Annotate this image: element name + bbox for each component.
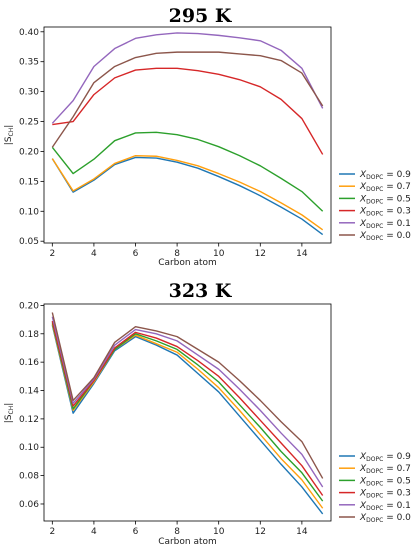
x-tick-label: 10 xyxy=(213,527,225,537)
legend-label: XDOPC = 0.1 xyxy=(359,501,411,512)
x-tick-label: 14 xyxy=(296,249,308,259)
y-tick-label: 0.20 xyxy=(19,147,39,157)
y-axis-ticks: 0.06 0.08 0.10 0.12 0.14 0.16 0.18 0.20 xyxy=(19,301,44,510)
y-tick-label: 0.18 xyxy=(19,330,39,340)
x-tick-label: 6 xyxy=(133,527,139,537)
legend-label: XDOPC = 0.1 xyxy=(359,219,411,230)
x-tick-label: 8 xyxy=(174,527,180,537)
series-line xyxy=(51,156,324,236)
legend-label: XDOPC = 0.5 xyxy=(359,194,411,205)
y-tick-label: 0.25 xyxy=(19,118,39,128)
series-line xyxy=(51,312,324,479)
chart-323k: 323 K 2 4 6 8 10 12 14 0.06 0.08 0.10 0.12 0.14 0.1… xyxy=(4,280,411,547)
chart-title: 295 K xyxy=(169,5,233,27)
legend-label: XDOPC = 0.5 xyxy=(359,476,411,487)
series-line xyxy=(52,67,324,155)
y-tick-label: 0.14 xyxy=(19,387,39,397)
x-tick-label: 12 xyxy=(255,249,266,259)
y-axis-label: |SCH| xyxy=(4,125,15,146)
y-tick-label: 0.10 xyxy=(19,207,39,217)
x-axis-ticks: 2 4 6 8 10 12 14 xyxy=(49,521,308,537)
y-tick-label: 0.35 xyxy=(19,58,39,68)
series-line xyxy=(51,325,324,515)
y-axis-ticks: 0.05 0.10 0.15 0.20 0.25 0.30 0.35 0.40 xyxy=(19,28,44,247)
legend-label: XDOPC = 0.7 xyxy=(359,182,411,193)
legend-label: XDOPC = 0.9 xyxy=(359,452,411,463)
series-line xyxy=(51,320,324,496)
legend-label: XDOPC = 0.7 xyxy=(359,464,411,475)
series-lines xyxy=(51,32,324,236)
series-line xyxy=(51,32,324,124)
x-tick-label: 4 xyxy=(91,249,97,259)
x-axis-ticks: 2 4 6 8 10 12 14 xyxy=(49,243,308,259)
y-tick-label: 0.20 xyxy=(19,301,39,311)
legend-label: XDOPC = 0.9 xyxy=(359,170,411,181)
y-axis-label: |SCH| xyxy=(4,403,15,424)
plot-frame xyxy=(43,26,332,244)
legend-label: XDOPC = 0.0 xyxy=(359,231,411,242)
x-tick-label: 2 xyxy=(49,249,55,259)
x-tick-label: 10 xyxy=(213,249,225,259)
series-line xyxy=(51,154,324,231)
x-tick-label: 8 xyxy=(174,249,180,259)
series-lines xyxy=(51,312,324,515)
y-tick-label: 0.06 xyxy=(19,500,39,510)
y-tick-label: 0.12 xyxy=(19,415,39,425)
chart-295k: 295 K 2 4 6 8 10 12 14 0.05 0.10 0.15 0.20 0.25 0.3… xyxy=(4,5,411,268)
x-tick-label: 12 xyxy=(255,527,266,537)
y-tick-label: 0.40 xyxy=(19,28,39,38)
x-tick-label: 14 xyxy=(296,527,308,537)
y-tick-label: 0.05 xyxy=(19,237,39,247)
legend-label: XDOPC = 0.3 xyxy=(359,207,411,218)
series-line xyxy=(51,131,324,212)
y-tick-label: 0.16 xyxy=(19,358,39,368)
y-tick-label: 0.15 xyxy=(19,177,39,187)
legend-label: XDOPC = 0.3 xyxy=(359,489,411,500)
series-line xyxy=(51,316,324,488)
y-tick-label: 0.10 xyxy=(19,443,39,453)
plot-frame xyxy=(43,303,332,522)
y-tick-label: 0.08 xyxy=(19,472,39,482)
x-axis-label: Carbon atom xyxy=(158,537,217,547)
x-tick-label: 6 xyxy=(133,249,139,259)
x-tick-label: 4 xyxy=(91,527,97,537)
series-line xyxy=(51,51,324,148)
chart-title: 323 K xyxy=(169,280,233,302)
x-tick-label: 2 xyxy=(49,527,55,537)
x-axis-label: Carbon atom xyxy=(158,258,217,268)
legend-label: XDOPC = 0.0 xyxy=(359,513,411,524)
y-tick-label: 0.30 xyxy=(19,88,39,98)
